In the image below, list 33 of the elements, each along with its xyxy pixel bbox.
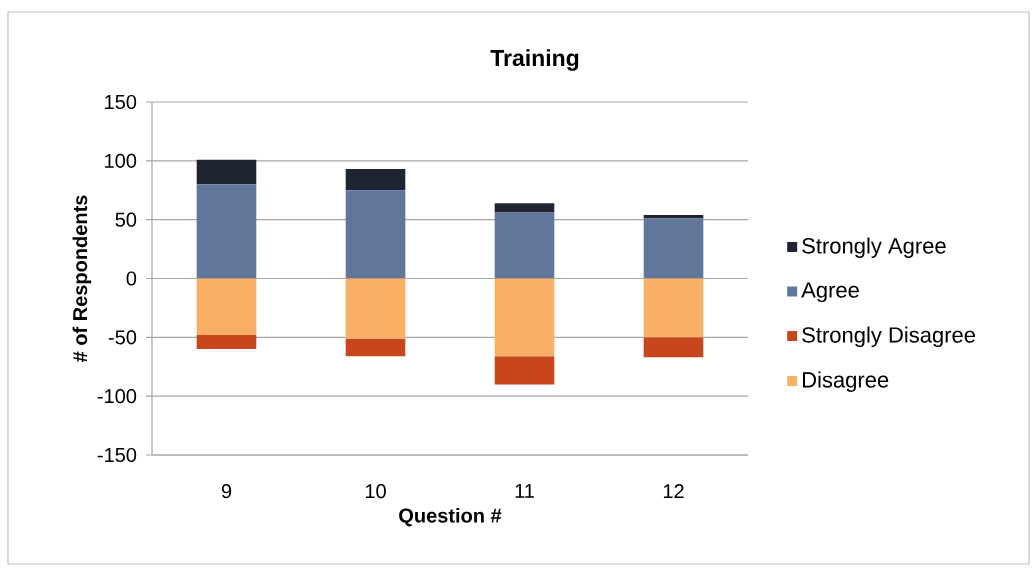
bar bbox=[345, 190, 406, 279]
y-tick-label: -100 bbox=[97, 389, 137, 404]
y-tick-label: -50 bbox=[108, 330, 137, 345]
y-tick-label: -150 bbox=[97, 447, 137, 463]
x-tick-label: 11 bbox=[515, 484, 534, 498]
legend-label: Agree bbox=[801, 282, 859, 303]
legend-label: Strongly Disagree bbox=[802, 326, 976, 348]
x-tick-label: 12 bbox=[663, 484, 684, 499]
y-tick-label: 0 bbox=[126, 271, 137, 286]
bar bbox=[196, 278, 257, 335]
bar bbox=[643, 218, 704, 279]
bar bbox=[345, 169, 406, 191]
chart-title: Training bbox=[490, 49, 579, 71]
x-tick-label: 10 bbox=[365, 484, 386, 499]
bar bbox=[494, 203, 555, 213]
bar bbox=[345, 278, 406, 339]
x-axis-title: Question # bbox=[399, 507, 502, 527]
bar bbox=[494, 212, 555, 279]
y-tick-label: 100 bbox=[105, 153, 137, 168]
x-tick-label: 9 bbox=[221, 484, 232, 499]
bar bbox=[196, 334, 257, 350]
bar bbox=[494, 356, 555, 385]
y-tick-label: 150 bbox=[105, 94, 137, 110]
bar bbox=[196, 159, 257, 185]
bar bbox=[196, 184, 257, 279]
bar bbox=[643, 278, 704, 338]
bar bbox=[345, 338, 406, 357]
y-tick-label: 50 bbox=[115, 212, 137, 227]
legend-label: Disagree bbox=[802, 371, 889, 392]
bar bbox=[643, 337, 704, 358]
legend-label: Strongly Agree bbox=[802, 237, 946, 258]
bar bbox=[494, 278, 555, 357]
y-axis-title: # of Respondents bbox=[72, 195, 92, 363]
